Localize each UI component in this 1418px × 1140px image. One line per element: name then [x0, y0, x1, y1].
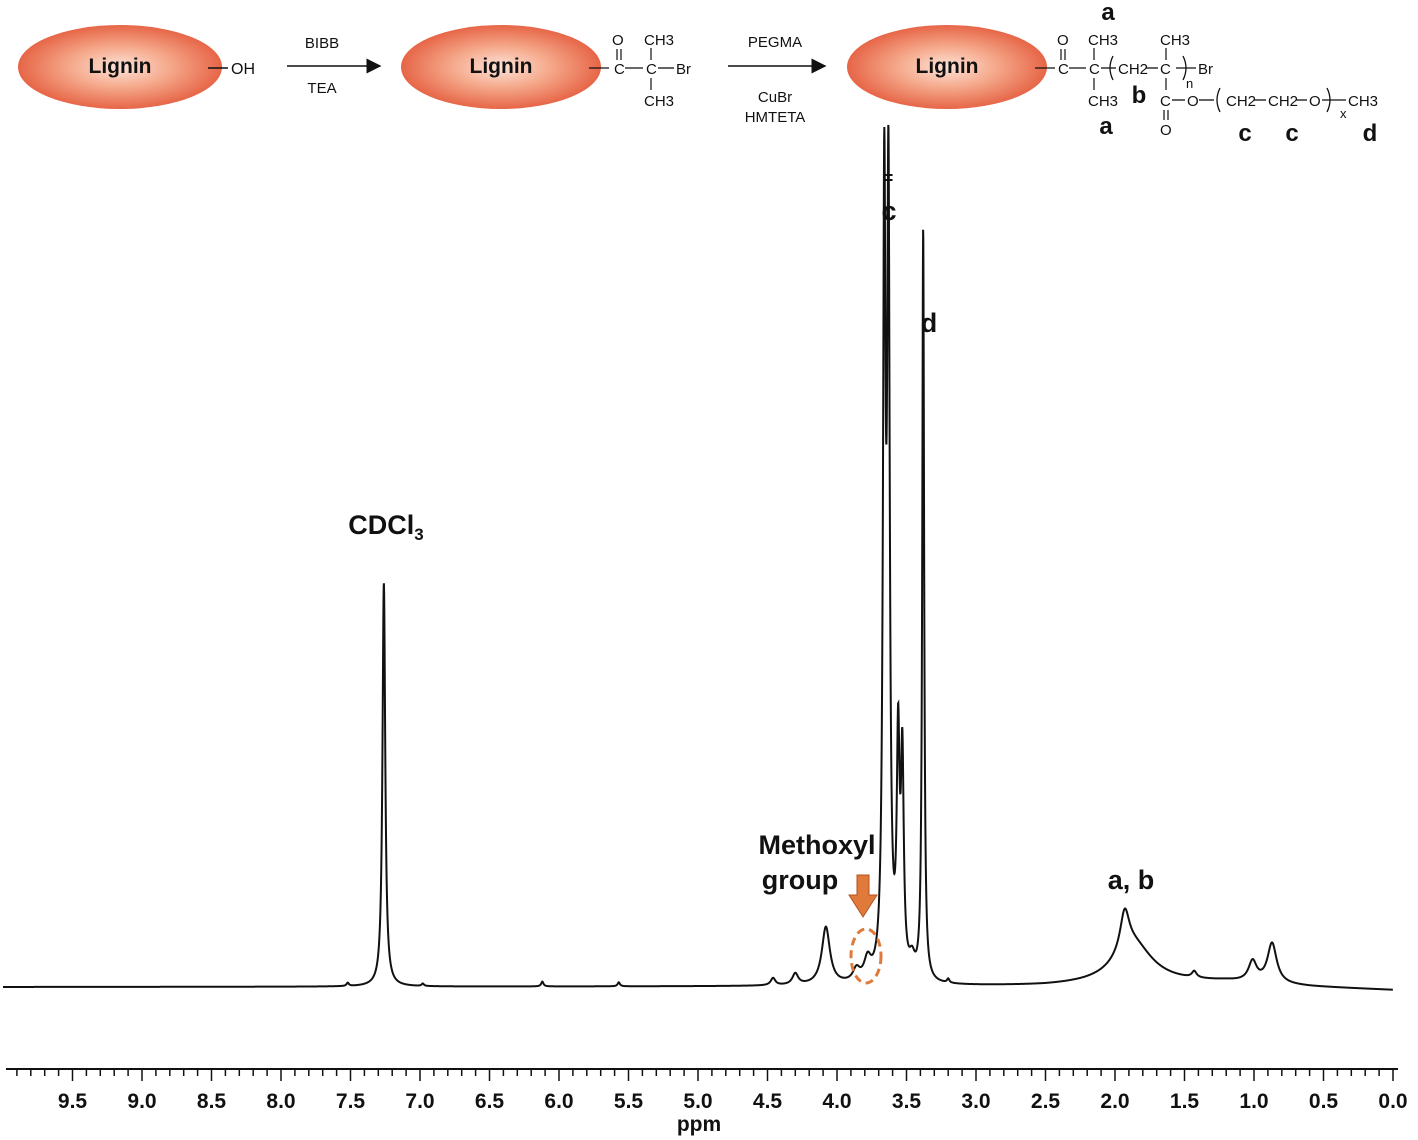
peg-ch2-2: CH2	[1268, 93, 1298, 110]
product-carbonyl-c: C	[1058, 61, 1069, 78]
bibb-ester-structure: C O C CH3 CH3 Br	[589, 32, 691, 110]
repeat-n: n	[1186, 76, 1193, 91]
x-tick-label: 1.0	[1239, 1090, 1268, 1113]
x-tick-label: 0.0	[1378, 1090, 1407, 1113]
reagent-cubr: CuBr	[758, 89, 792, 106]
oh-group: OH	[231, 61, 255, 78]
x-tick-label: 1.5	[1170, 1090, 1200, 1113]
assign-a-top: a	[1101, 0, 1115, 26]
methoxyl-highlight-ellipse	[849, 927, 883, 985]
ab-peak-label: a, b	[1108, 865, 1155, 895]
x-axis-title: ppm	[677, 1113, 721, 1136]
x-tick-label: 2.0	[1100, 1090, 1129, 1113]
product-structure: C O C CH3 CH3 CH2 C CH3 n Br C O	[1035, 0, 1378, 147]
nmr-spectrum: CDCl3 = c d Methoxyl group a, b 9.5 9.0 8.…	[3, 124, 1408, 1136]
reagent-hmteta: HMTETA	[745, 109, 806, 126]
product-backbone-c: C	[1160, 61, 1171, 78]
x-tick-label: 0.5	[1309, 1090, 1339, 1113]
quaternary-c: C	[646, 61, 657, 78]
product-carbonyl-o: O	[1057, 32, 1069, 49]
c-peak-label: c	[881, 196, 896, 226]
reagent-tea: TEA	[307, 80, 336, 97]
product-ch2: CH2	[1118, 61, 1148, 78]
cdcl3-sub: 3	[414, 525, 423, 544]
cdcl3-label: CDCl3	[348, 510, 423, 544]
assign-c2: c	[1285, 120, 1298, 147]
x-tick-label: 8.5	[197, 1090, 227, 1113]
repeat-bracket-open	[1109, 55, 1114, 81]
assign-d: d	[1363, 120, 1378, 147]
x-axis: 9.5 9.0 8.5 8.0 7.5 7.0 6.5 6.0 5.5 5.0 4.5 4.0 3.5 3…	[6, 1068, 1408, 1113]
spectrum-trace	[3, 124, 1393, 991]
x-tick-label: 6.0	[544, 1090, 573, 1113]
x-tick-label: 4.0	[822, 1090, 851, 1113]
assign-a-bottom: a	[1099, 113, 1113, 140]
methyl-top: CH3	[644, 32, 674, 49]
x-tick-label: 8.0	[266, 1090, 295, 1113]
lignin-ellipse-intermediate: Lignin	[401, 25, 601, 109]
methoxyl-arrow	[848, 874, 878, 918]
ester-carbonyl-o: O	[1160, 122, 1172, 139]
ester-o: O	[1187, 93, 1199, 110]
carbonyl-c: C	[614, 61, 625, 78]
methoxyl-label-line2: group	[762, 865, 838, 895]
x-tick-label: 2.5	[1031, 1090, 1061, 1113]
x-tick-label: 7.0	[405, 1090, 434, 1113]
x-tick-label: 5.5	[614, 1090, 644, 1113]
product-ch3-top-2: CH3	[1160, 32, 1190, 49]
reagent-bibb: BIBB	[305, 35, 339, 52]
assign-b: b	[1132, 82, 1147, 109]
methoxyl-label-line1: Methoxyl	[758, 830, 875, 860]
x-tick-label: 3.5	[892, 1090, 922, 1113]
lignin-label-2: Lignin	[470, 55, 533, 78]
bromine-label: Br	[676, 61, 691, 78]
product-ch3-bottom: CH3	[1088, 93, 1118, 110]
x-tick-label: 5.0	[683, 1090, 712, 1113]
repeat-x: x	[1340, 106, 1347, 121]
cdcl3-text: CDCl	[348, 510, 414, 540]
reagent-pegma: PEGMA	[748, 34, 802, 51]
peg-o: O	[1309, 93, 1321, 110]
d-peak-label: d	[921, 308, 938, 338]
methyl-bottom: CH3	[644, 93, 674, 110]
product-ch3-top-1: CH3	[1088, 32, 1118, 49]
product-br: Br	[1198, 61, 1213, 78]
x-tick-label: 9.5	[58, 1090, 88, 1113]
x-tick-label: 6.5	[475, 1090, 505, 1113]
lignin-ellipse-product: Lignin	[847, 25, 1047, 109]
ester-c: C	[1160, 93, 1171, 110]
peg-end-ch3: CH3	[1348, 93, 1378, 110]
x-tick-label: 4.5	[753, 1090, 783, 1113]
c-mark: =	[883, 168, 894, 188]
assign-c1: c	[1238, 120, 1251, 147]
lignin-label-1: Lignin	[89, 55, 152, 78]
carbonyl-o-label: O	[612, 32, 624, 49]
lignin-label-3: Lignin	[916, 55, 979, 78]
x-tick-label: 3.0	[961, 1090, 990, 1113]
product-quat-c: C	[1089, 61, 1100, 78]
peg-ch2-1: CH2	[1226, 93, 1256, 110]
reaction-scheme: Lignin OH BIBB TEA Lignin C O C CH3 CH3 …	[18, 0, 1378, 147]
x-tick-label: 7.5	[336, 1090, 366, 1113]
lignin-ellipse-start: Lignin	[18, 25, 222, 109]
x-tick-label: 9.0	[127, 1090, 156, 1113]
